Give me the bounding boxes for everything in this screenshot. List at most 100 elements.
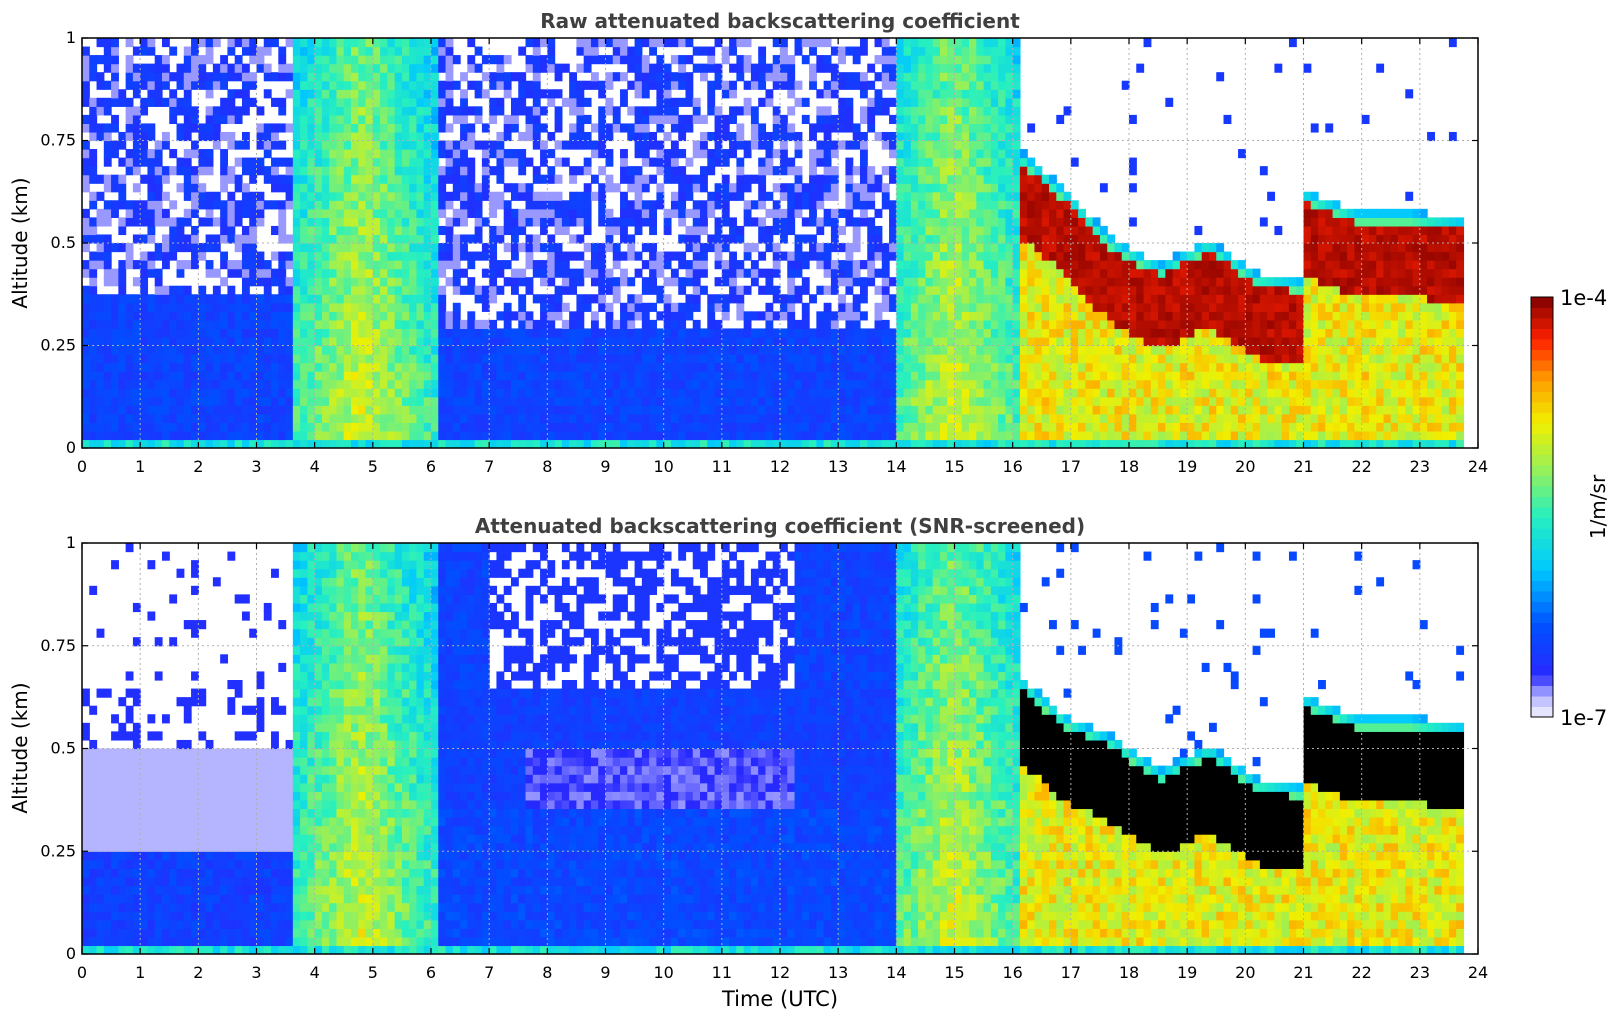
heatmap-cell	[750, 200, 759, 210]
heatmap-cell	[169, 354, 178, 364]
heatmap-cell	[307, 422, 316, 432]
heatmap-cell	[125, 55, 134, 65]
heatmap-cell	[794, 251, 803, 261]
heatmap-cell	[794, 354, 803, 364]
heatmap-cell	[561, 277, 570, 287]
heatmap-cell	[401, 354, 410, 364]
heatmap-cell	[750, 362, 759, 372]
heatmap-cell	[969, 234, 977, 244]
heatmap-cell	[82, 268, 90, 278]
heatmap-cell	[285, 371, 294, 381]
heatmap-cell	[336, 208, 345, 218]
heatmap-cell	[191, 422, 199, 432]
heatmap-cell	[205, 46, 214, 56]
heatmap-cell	[532, 97, 541, 107]
heatmap-cell	[525, 362, 534, 372]
heatmap-cell	[423, 140, 432, 150]
heatmap-cell	[649, 413, 657, 423]
heatmap-cell	[372, 72, 381, 82]
heatmap-cell	[321, 294, 330, 304]
heatmap-cell	[794, 131, 803, 142]
heatmap-cell	[809, 183, 817, 193]
heatmap-cell	[343, 80, 352, 90]
heatmap-cell	[954, 379, 963, 389]
heatmap-cell	[467, 422, 476, 432]
heatmap-cell	[852, 439, 861, 448]
heatmap-cell	[241, 225, 250, 236]
heatmap-cell	[103, 388, 112, 398]
heatmap-cell	[845, 183, 854, 193]
heatmap-cell	[605, 405, 614, 415]
heatmap-cell	[241, 243, 250, 253]
heatmap-cell	[329, 260, 338, 270]
heatmap-cell	[474, 336, 483, 347]
heatmap-cell	[939, 243, 948, 253]
heatmap-cell	[976, 294, 985, 304]
heatmap-cell	[271, 328, 279, 338]
heatmap-cell	[329, 174, 338, 184]
heatmap-cell	[438, 63, 447, 73]
heatmap-cell	[474, 200, 483, 210]
heatmap-cell	[714, 277, 723, 287]
heatmap-cell	[111, 268, 119, 278]
heatmap-cell	[729, 89, 737, 99]
heatmap-cell	[96, 336, 105, 347]
heatmap-cell	[620, 166, 628, 176]
heatmap-cell	[932, 38, 941, 48]
heatmap-cell	[990, 345, 999, 355]
heatmap-cell	[649, 277, 657, 287]
heatmap-cell	[590, 413, 599, 423]
heatmap-cell	[561, 336, 570, 347]
heatmap-cell	[983, 200, 992, 210]
heatmap-cell	[838, 243, 847, 253]
heatmap-cell	[365, 80, 374, 90]
heatmap-cell	[416, 371, 425, 381]
heatmap-cell	[460, 123, 468, 133]
heatmap-cell	[321, 80, 330, 90]
heatmap-cell	[336, 217, 345, 227]
heatmap-cell	[140, 302, 149, 312]
heatmap-cell	[285, 285, 294, 295]
heatmap-cell	[263, 140, 272, 150]
heatmap-cell	[707, 157, 716, 167]
heatmap-cell	[896, 311, 905, 321]
heatmap-cell	[169, 234, 178, 244]
heatmap-cell	[285, 302, 294, 312]
heatmap-cell	[343, 63, 352, 73]
heatmap-cell	[889, 63, 897, 73]
heatmap-cell	[278, 379, 287, 389]
heatmap-cell	[612, 319, 621, 330]
heatmap-cell	[896, 46, 905, 56]
heatmap-cell	[372, 405, 381, 415]
heatmap-cell	[816, 285, 825, 295]
heatmap-cell	[801, 328, 810, 338]
heatmap-cell	[394, 413, 403, 423]
heatmap-cell	[554, 123, 563, 133]
heatmap-cell	[249, 174, 258, 184]
heatmap-cell	[343, 422, 352, 432]
heatmap-cell	[372, 413, 381, 423]
heatmap-cell	[721, 217, 730, 227]
heatmap-cell	[765, 131, 774, 142]
heatmap-cell	[380, 131, 388, 142]
heatmap-cell	[605, 243, 614, 253]
heatmap-cell	[234, 55, 243, 65]
heatmap-cell	[292, 55, 301, 65]
heatmap-cell	[932, 336, 941, 347]
heatmap-cell	[554, 251, 563, 261]
heatmap-cell	[961, 46, 970, 56]
heatmap-cell	[249, 396, 258, 406]
heatmap-cell	[896, 140, 905, 150]
heatmap-cell	[590, 38, 599, 48]
heatmap-cell	[910, 302, 919, 312]
heatmap-cell	[590, 191, 599, 201]
heatmap-cell	[300, 166, 308, 176]
heatmap-cell	[343, 97, 352, 107]
heatmap-cell	[576, 328, 585, 338]
heatmap-cell	[503, 277, 512, 287]
heatmap-cell	[336, 183, 345, 193]
heatmap-cell	[663, 302, 672, 312]
heatmap-cell	[111, 97, 119, 107]
heatmap-cell	[881, 80, 890, 90]
heatmap-cell	[394, 260, 403, 270]
